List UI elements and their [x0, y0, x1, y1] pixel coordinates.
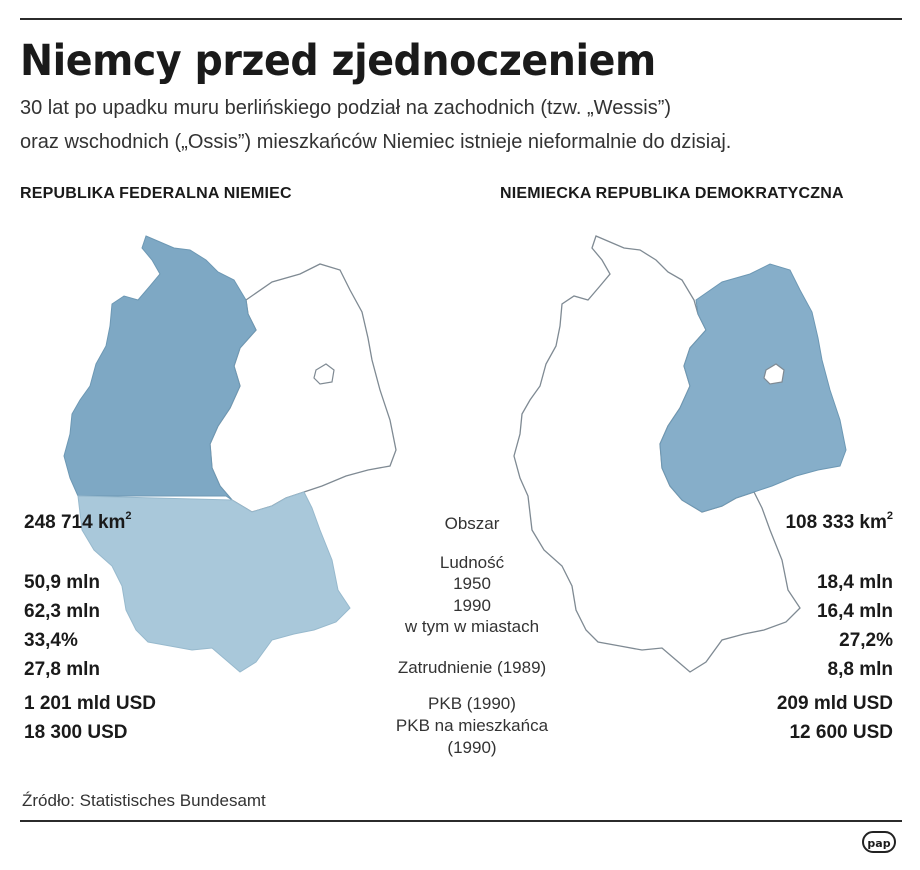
bottom-rule	[20, 820, 902, 822]
frg-population-1990: 62,3 mln	[24, 601, 101, 622]
frg-map	[63, 235, 397, 673]
label-urban: w tym w miastach	[404, 617, 540, 636]
gdr-area: 108 333 km2	[785, 510, 893, 534]
label-population: Ludność	[439, 553, 505, 572]
frg-gdp-per-capita: 18 300 USD	[24, 722, 128, 743]
gdr-gdp-per-capita: 12 600 USD	[789, 722, 893, 743]
gdr-region	[659, 263, 847, 513]
frg-area-value: 248 714 km	[24, 512, 126, 533]
frg-heading: REPUBLIKA FEDERALNA NIEMIEC	[20, 185, 292, 202]
label-gdp-per-capita-year: (1990)	[447, 738, 497, 757]
page-title: Niemcy przed zjednoczeniem	[20, 36, 656, 86]
label-employment: Zatrudnienie (1989)	[397, 658, 547, 677]
gdr-area-unit-sup: 2	[886, 510, 893, 522]
top-rule	[20, 18, 902, 20]
frg-south-region	[77, 491, 351, 673]
subtitle-line-1: 30 lat po upadku muru berlińskiego podzi…	[20, 97, 672, 119]
gdr-heading: NIEMIECKA REPUBLIKA DEMOKRATYCZNA	[500, 185, 844, 202]
frg-population-1950: 50,9 mln	[24, 572, 101, 593]
frg-employment: 27,8 mln	[24, 659, 101, 680]
gdr-gdp: 209 mld USD	[776, 693, 893, 714]
frg-urban-share: 33,4%	[24, 630, 78, 651]
label-gdp: PKB (1990)	[428, 694, 516, 713]
frg-north-region	[63, 235, 257, 501]
gdr-population-1950: 18,4 mln	[816, 572, 893, 593]
label-year-1950: 1950	[453, 574, 491, 593]
source-note: Źródło: Statistisches Bundesamt	[22, 791, 266, 810]
subtitle-line-2: oraz wschodnich („Ossis”) mieszkańców Ni…	[20, 131, 732, 153]
gdr-map	[513, 235, 847, 673]
pap-logo: pap	[862, 831, 896, 853]
berlin-outline	[313, 363, 335, 385]
gdr-population-1990: 16,4 mln	[816, 601, 893, 622]
label-year-1990: 1990	[453, 596, 491, 615]
gdr-urban-share: 27,2%	[839, 630, 893, 651]
label-gdp-per-capita: PKB na mieszkańca	[395, 716, 549, 735]
frg-area-unit-sup: 2	[125, 510, 132, 522]
frg-area: 248 714 km2	[24, 510, 132, 534]
frg-gdp: 1 201 mld USD	[24, 693, 156, 714]
label-area: Obszar	[444, 514, 500, 533]
gdr-employment: 8,8 mln	[827, 659, 893, 680]
berlin-outline	[763, 363, 785, 385]
gdr-area-value: 108 333 km	[785, 512, 887, 533]
